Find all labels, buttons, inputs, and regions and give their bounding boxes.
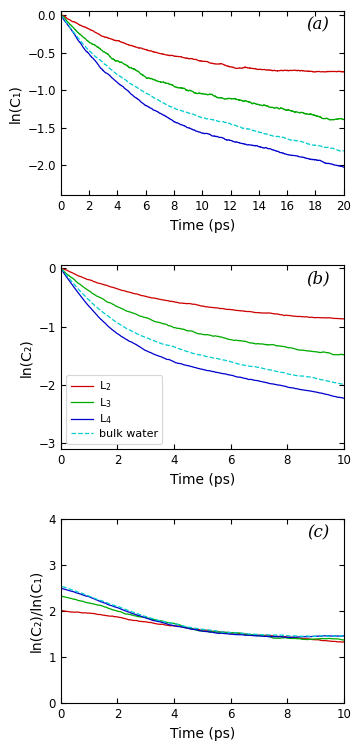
Line: L$_4$: L$_4$ [61, 268, 344, 399]
bulk water [183, 347, 188, 356]
L$_3$ [173, 323, 177, 332]
L$_2$ [173, 298, 177, 307]
Text: (b): (b) [306, 271, 329, 288]
L$_4$ [88, 302, 92, 311]
bulk water [88, 296, 92, 305]
L$_3$ [332, 350, 336, 359]
X-axis label: Time (ps): Time (ps) [170, 726, 235, 741]
Line: L$_2$: L$_2$ [61, 268, 344, 319]
Y-axis label: ln(C₂): ln(C₂) [19, 338, 33, 377]
L$_2$ [59, 264, 63, 273]
Line: L$_3$: L$_3$ [61, 268, 344, 355]
L$_3$ [59, 264, 63, 273]
L$_2$ [88, 275, 92, 284]
bulk water [253, 362, 257, 371]
L$_3$ [284, 343, 289, 352]
bulk water [284, 369, 289, 378]
L$_3$ [279, 341, 284, 350]
Text: (a): (a) [307, 17, 329, 34]
L$_2$ [183, 299, 188, 308]
bulk water [173, 343, 177, 352]
L$_3$ [88, 287, 92, 296]
Y-axis label: ln(C₁): ln(C₁) [8, 83, 22, 123]
L$_2$ [253, 308, 257, 317]
L$_4$ [342, 394, 346, 403]
X-axis label: Time (ps): Time (ps) [170, 219, 235, 232]
L$_3$ [183, 326, 188, 335]
bulk water [59, 264, 63, 273]
Line: bulk water: bulk water [61, 268, 344, 384]
Text: (c): (c) [307, 525, 329, 541]
L$_4$ [284, 382, 289, 391]
L$_4$ [59, 264, 63, 273]
L$_4$ [279, 381, 284, 390]
L$_4$ [253, 376, 257, 385]
bulk water [279, 368, 284, 377]
Y-axis label: ln(C₂)/ln(C₁): ln(C₂)/ln(C₁) [29, 570, 43, 652]
L$_3$ [253, 339, 257, 348]
bulk water [342, 380, 346, 389]
L$_2$ [279, 310, 284, 319]
L$_4$ [173, 358, 177, 367]
L$_4$ [183, 360, 188, 369]
Legend: L$_2$, L$_3$, L$_4$, bulk water: L$_2$, L$_3$, L$_4$, bulk water [67, 375, 162, 444]
X-axis label: Time (ps): Time (ps) [170, 472, 235, 487]
L$_2$ [342, 314, 346, 323]
L$_3$ [342, 350, 346, 359]
L$_2$ [284, 311, 289, 320]
